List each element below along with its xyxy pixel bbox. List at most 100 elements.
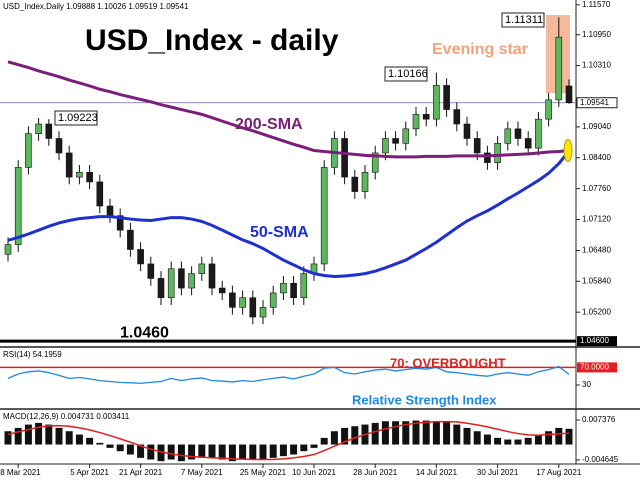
support-text: 1.0460: [120, 324, 169, 341]
macd-bar: [137, 444, 145, 458]
candle-body: [4, 244, 12, 255]
annotation-box: [54, 110, 98, 126]
macd-bar: [494, 437, 502, 445]
macd-bar: [463, 427, 471, 445]
macd-bar: [157, 444, 165, 462]
macd-title: MACD(12,26,9) 0.004731 0.003411: [3, 412, 130, 421]
macd-bar: [443, 421, 451, 445]
candle-body: [229, 292, 236, 308]
candle-body: [198, 263, 206, 274]
macd-bar: [381, 421, 389, 445]
candle-body: [290, 282, 297, 299]
macd-bar: [4, 431, 12, 445]
macd-bar: [341, 427, 349, 445]
candle-body: [504, 128, 512, 144]
annotation-box: [501, 12, 545, 28]
support-box: [577, 336, 617, 347]
cross-marker: [563, 139, 573, 163]
candle-body: [76, 171, 83, 178]
candle-body: [351, 176, 359, 192]
macd-bar: [432, 421, 440, 445]
candle-body: [514, 128, 522, 139]
macd-bar: [402, 421, 410, 445]
macd-bar: [55, 427, 63, 445]
y-tick-label: 1.08400: [582, 153, 611, 162]
macd-bar: [198, 444, 206, 458]
x-tick-label: 21 Apr 2021: [119, 468, 163, 477]
candle-body: [116, 215, 124, 231]
candle-body: [473, 138, 481, 154]
candle-body: [392, 138, 399, 144]
candle-body: [371, 152, 379, 173]
macd-bar: [167, 444, 175, 460]
macd-bar: [422, 420, 430, 445]
macd-bar: [473, 431, 481, 445]
support-price-label: 1.04600: [580, 336, 609, 345]
macd-bar: [35, 422, 43, 445]
annotation: 70: OVERBOUGHT: [390, 355, 506, 370]
macd-bar: [259, 444, 267, 460]
candle-body: [35, 123, 42, 134]
macd-bar: [147, 444, 155, 460]
macd-bar: [392, 421, 400, 445]
candle-body: [14, 167, 22, 245]
candle-body: [382, 138, 389, 154]
macd-bar: [453, 424, 461, 445]
macd-bar: [483, 434, 491, 445]
chart-header: USD_Index,Daily 1.09888 1.10026 1.09519 …: [3, 2, 189, 11]
candle-body: [453, 109, 461, 125]
rsi-title: RSI(14) 54.1959: [3, 350, 62, 359]
macd-bar: [534, 434, 542, 445]
y-tick-label: 1.09040: [582, 122, 611, 131]
macd-bar: [524, 437, 532, 445]
x-tick-label: 18 Mar 2021: [0, 468, 41, 477]
candle-body: [524, 138, 532, 149]
macd-bar: [208, 444, 216, 458]
candle-body: [402, 128, 410, 144]
candle-body: [259, 307, 267, 318]
candle-body: [484, 152, 491, 163]
macd-bar: [65, 431, 73, 445]
candle-body: [106, 205, 114, 216]
y-tick-label: 1.10950: [582, 30, 611, 39]
current-price-label: 1.09541: [580, 98, 609, 107]
candle-body: [86, 171, 93, 183]
candle-body: [443, 85, 450, 110]
candle-body: [137, 249, 144, 265]
candle-body: [269, 292, 277, 308]
macd-bar: [514, 439, 522, 445]
candle-body: [239, 297, 246, 308]
candle-body: [320, 167, 328, 265]
y-tick-label: 1.05840: [582, 276, 611, 285]
candle-body: [218, 287, 226, 294]
x-tick-label: 14 Jul 2021: [416, 468, 458, 477]
macd-bar: [218, 444, 226, 460]
annotation: Relative Strength Index: [352, 392, 497, 407]
annotation: 1.11311: [505, 14, 543, 26]
candle-body: [25, 133, 32, 168]
y-tick-label: 1.06480: [582, 246, 611, 255]
candle-body: [433, 85, 440, 120]
x-tick-label: 25 May 2021: [240, 468, 287, 477]
macd-bar: [228, 444, 236, 462]
candle-body: [300, 273, 308, 299]
macd-bar: [279, 444, 287, 457]
candle-body: [208, 263, 216, 289]
macd-bar: [126, 444, 134, 455]
sma-label: 50-SMA: [250, 224, 309, 241]
candle-body: [494, 143, 501, 163]
candle-body: [96, 181, 104, 207]
candle-body: [545, 99, 552, 120]
macd-bar: [96, 442, 104, 445]
macd-bar: [300, 444, 308, 452]
candle-body: [167, 268, 175, 299]
macd-bar: [555, 427, 563, 445]
macd-bar: [290, 444, 298, 455]
x-tick-label: 5 Apr 2021: [70, 468, 109, 477]
macd-bar: [269, 444, 277, 458]
candle-body: [412, 114, 420, 130]
overbought-label: 70.0000: [580, 363, 609, 372]
macd-bar: [371, 422, 379, 445]
